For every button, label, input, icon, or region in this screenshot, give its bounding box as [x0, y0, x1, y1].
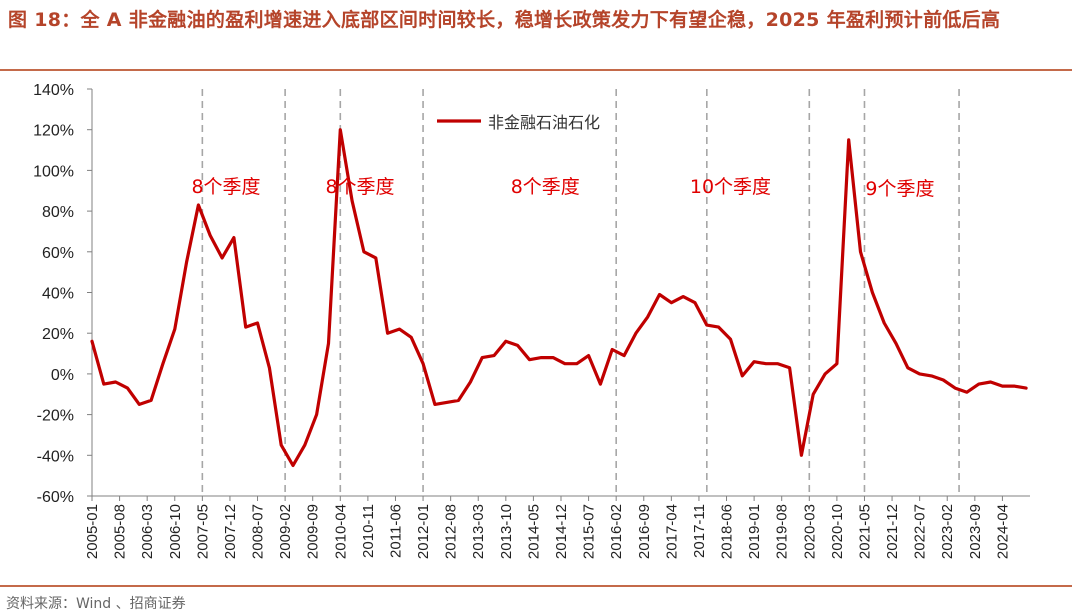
x-tick-label: 2015-07 — [581, 504, 598, 559]
x-tick-label: 2022-07 — [912, 504, 929, 559]
x-tick-label: 2023-02 — [939, 504, 956, 559]
source-note: 资料来源：Wind 、招商证券 — [6, 596, 186, 612]
x-tick-label: 2013-03 — [470, 504, 487, 559]
x-tick-label: 2014-12 — [553, 504, 570, 559]
bottom-rule — [0, 585, 1072, 587]
x-tick-label: 2016-02 — [608, 504, 625, 559]
figure-title: 图 18：全 A 非金融油的盈利增速进入底部区间时间较长，稳增长政策发力下有望企… — [8, 9, 1001, 31]
x-tick-label: 2009-09 — [305, 504, 322, 559]
x-tick-label: 2023-09 — [967, 504, 984, 559]
y-tick-label: -60% — [37, 489, 74, 506]
y-tick-label: 40% — [42, 286, 74, 303]
y-tick-label: 120% — [33, 123, 74, 140]
x-tick-label: 2021-05 — [856, 504, 873, 559]
x-tick-label: 2012-01 — [415, 504, 432, 559]
annotation-label: 8个季度 — [325, 176, 394, 198]
x-tick-label: 2010-04 — [332, 504, 349, 559]
x-tick-label: 2009-02 — [277, 504, 294, 559]
x-tick-label: 2013-10 — [498, 504, 515, 559]
series-line — [90, 128, 1028, 468]
x-tick-label: 2020-03 — [801, 504, 818, 559]
legend-label: 非金融石油石化 — [488, 113, 600, 132]
x-tick-label: 2012-08 — [443, 504, 460, 559]
y-tick-label: 80% — [42, 204, 74, 221]
annotation-label: 9个季度 — [865, 178, 934, 200]
x-tick-label: 2006-10 — [167, 504, 184, 559]
x-tick-label: 2018-06 — [719, 504, 736, 559]
y-tick-label: 60% — [42, 245, 74, 262]
annotation-label: 8个季度 — [511, 176, 580, 198]
x-tick-label: 2014-05 — [525, 504, 542, 559]
x-tick-label: 2008-07 — [250, 504, 267, 559]
x-tick-label: 2005-08 — [112, 504, 129, 559]
x-tick-label: 2019-01 — [746, 504, 763, 559]
y-tick-label: -40% — [37, 448, 74, 465]
x-tick-label: 2010-11 — [360, 504, 377, 558]
y-tick-label: 140% — [33, 82, 74, 99]
x-tick-label: 2024-04 — [994, 504, 1011, 559]
x-tick-label: 2019-08 — [774, 504, 791, 559]
y-tick-label: -20% — [37, 408, 74, 425]
x-tick-label: 2007-12 — [222, 504, 239, 559]
annotation-label: 10个季度 — [690, 176, 771, 198]
x-tick-label: 2017-11 — [691, 504, 708, 558]
x-tick-label: 2007-05 — [194, 504, 211, 559]
y-tick-label: 100% — [33, 163, 74, 180]
x-tick-label: 2005-01 — [84, 504, 101, 559]
annotation-label: 8个季度 — [191, 176, 260, 198]
y-tick-label: 0% — [51, 367, 74, 384]
x-tick-label: 2011-06 — [387, 504, 404, 558]
title-rule — [0, 69, 1072, 71]
x-tick-label: 2016-09 — [636, 504, 653, 559]
y-tick-label: 20% — [42, 326, 74, 343]
x-tick-label: 2021-12 — [884, 504, 901, 559]
x-tick-label: 2006-03 — [139, 504, 156, 559]
x-tick-label: 2017-04 — [663, 504, 680, 559]
x-tick-label: 2020-10 — [829, 504, 846, 559]
